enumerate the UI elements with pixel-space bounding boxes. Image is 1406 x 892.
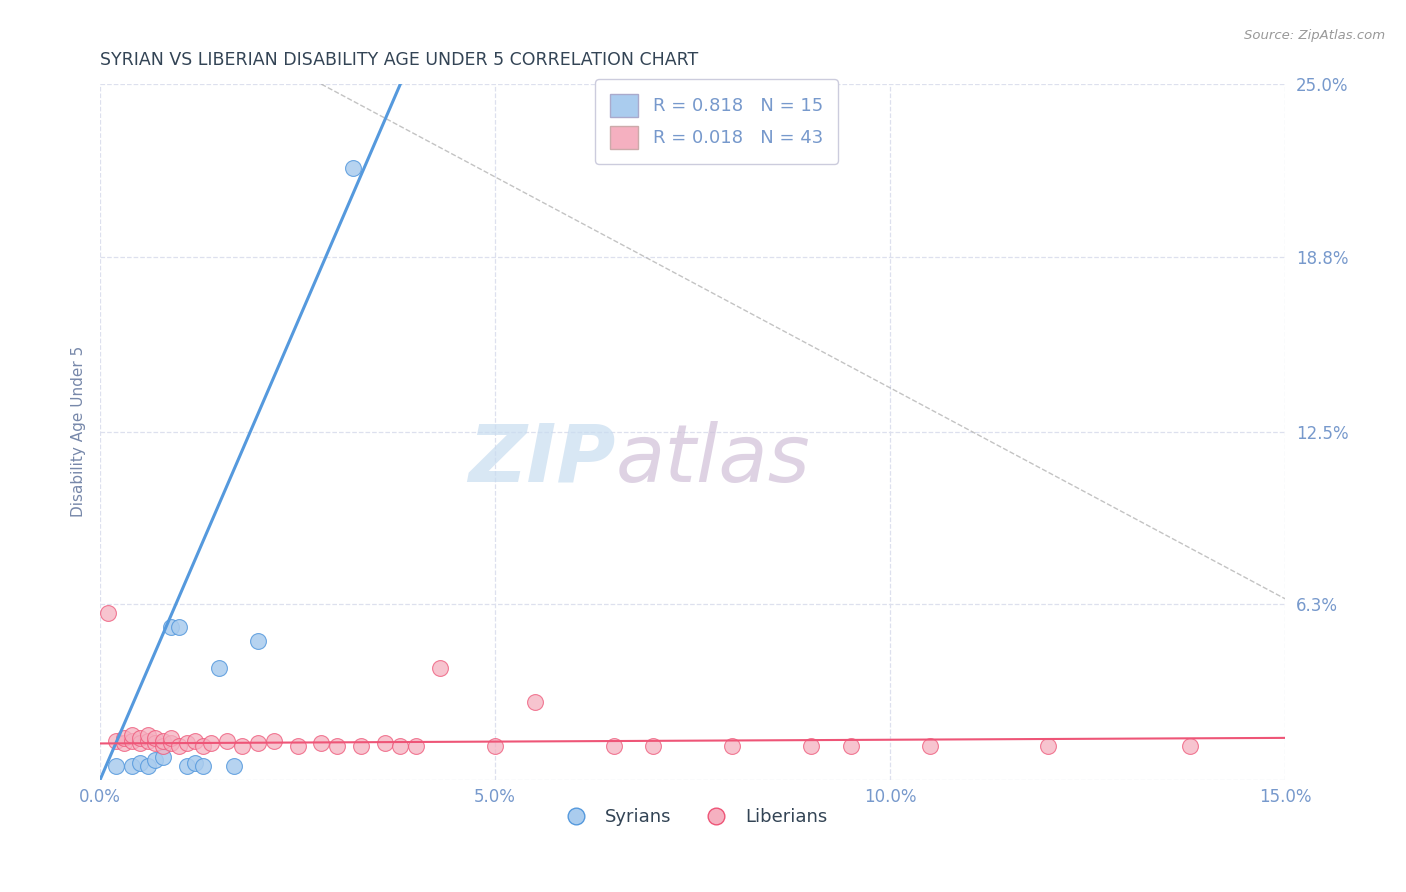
Point: [643, 739, 665, 754]
Point: [184, 756, 207, 770]
Point: [839, 739, 862, 754]
Point: [429, 661, 451, 675]
Point: [152, 739, 174, 754]
Text: Source: ZipAtlas.com: Source: ZipAtlas.com: [1244, 29, 1385, 42]
Point: [215, 733, 238, 747]
Point: [247, 633, 270, 648]
Point: [104, 758, 127, 772]
Point: [176, 758, 198, 772]
Point: [152, 750, 174, 764]
Point: [350, 739, 373, 754]
Point: [602, 739, 624, 754]
Point: [200, 736, 222, 750]
Point: [263, 733, 285, 747]
Text: atlas: atlas: [616, 421, 810, 499]
Point: [121, 758, 143, 772]
Point: [128, 756, 150, 770]
Point: [800, 739, 823, 754]
Point: [184, 733, 207, 747]
Text: SYRIAN VS LIBERIAN DISABILITY AGE UNDER 5 CORRELATION CHART: SYRIAN VS LIBERIAN DISABILITY AGE UNDER …: [100, 51, 699, 69]
Point: [207, 661, 229, 675]
Point: [160, 731, 183, 745]
Point: [160, 736, 183, 750]
Point: [121, 733, 143, 747]
Point: [373, 736, 395, 750]
Point: [136, 733, 159, 747]
Point: [167, 619, 190, 633]
Point: [405, 739, 427, 754]
Point: [1036, 739, 1059, 754]
Point: [191, 739, 214, 754]
Point: [523, 695, 546, 709]
Point: [224, 758, 246, 772]
Point: [918, 739, 941, 754]
Point: [191, 758, 214, 772]
Point: [145, 731, 167, 745]
Point: [247, 736, 270, 750]
Point: [484, 739, 506, 754]
Point: [152, 733, 174, 747]
Point: [342, 161, 364, 175]
Point: [128, 731, 150, 745]
Point: [128, 736, 150, 750]
Point: [326, 739, 349, 754]
Point: [97, 606, 120, 620]
Point: [160, 619, 183, 633]
Point: [145, 753, 167, 767]
Point: [104, 733, 127, 747]
Point: [1180, 739, 1202, 754]
Point: [136, 758, 159, 772]
Legend: Syrians, Liberians: Syrians, Liberians: [551, 801, 835, 833]
Text: ZIP: ZIP: [468, 421, 616, 499]
Point: [287, 739, 309, 754]
Point: [176, 736, 198, 750]
Point: [721, 739, 744, 754]
Point: [112, 736, 135, 750]
Point: [311, 736, 333, 750]
Y-axis label: Disability Age Under 5: Disability Age Under 5: [72, 346, 86, 517]
Point: [112, 731, 135, 745]
Point: [136, 728, 159, 742]
Point: [145, 736, 167, 750]
Point: [389, 739, 412, 754]
Point: [231, 739, 253, 754]
Point: [121, 728, 143, 742]
Point: [167, 739, 190, 754]
